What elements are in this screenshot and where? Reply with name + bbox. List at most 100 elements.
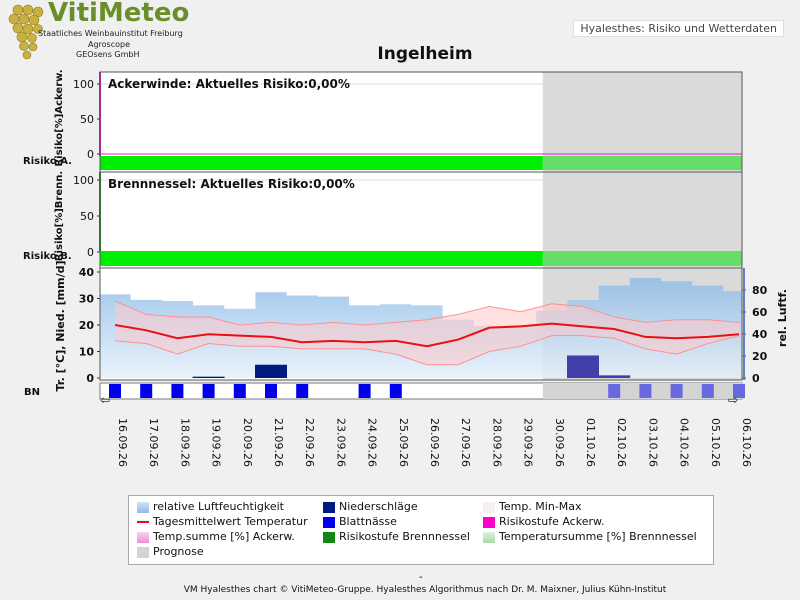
x-tick-label: 18.09.26 bbox=[178, 418, 191, 467]
y-tick-label: 0 bbox=[87, 246, 94, 259]
y-tick-label-right: 20 bbox=[752, 350, 768, 363]
legend-swatch-humidity bbox=[137, 502, 149, 513]
weather-ylabel-left: Tr. [°C], Nied. [mm/d] bbox=[54, 261, 67, 392]
x-tick-label: 17.09.26 bbox=[147, 418, 160, 467]
weather-frame bbox=[99, 267, 743, 381]
leafwet-bar bbox=[233, 384, 246, 398]
temp-range-band bbox=[115, 301, 739, 365]
hyalesthes-chart: 0 50 100 0 50 100 0 10 20 30 40 0 20 40 60 80 Ackerwind… bbox=[23, 69, 789, 467]
x-tick-label: 30.09.26 bbox=[553, 418, 566, 467]
legend-swatch-temp-mean bbox=[137, 517, 149, 528]
leafwet-bar bbox=[608, 384, 621, 398]
legend-swatch-risk-brennnessel bbox=[323, 532, 335, 543]
legend-label: Prognose bbox=[153, 545, 204, 558]
scroll-right-icon: ⇨ bbox=[728, 393, 738, 407]
x-tick-label: 19.09.26 bbox=[210, 418, 223, 467]
x-tick-label: 24.09.26 bbox=[366, 418, 379, 467]
y-tick-label-left: 10 bbox=[79, 346, 95, 359]
precip-bar bbox=[192, 376, 225, 378]
y-tick-label-left: 0 bbox=[86, 372, 94, 385]
legend-label: Niederschläge bbox=[339, 500, 418, 513]
x-tick-label: 20.09.26 bbox=[241, 418, 254, 467]
legend-swatch-forecast bbox=[137, 547, 149, 558]
y-tick-label-right: 40 bbox=[752, 328, 768, 341]
legend-label: relative Luftfeuchtigkeit bbox=[153, 500, 284, 513]
precip-bar bbox=[567, 355, 599, 378]
leafwet-bar bbox=[358, 384, 371, 398]
risk-band-observed bbox=[100, 251, 543, 266]
legend-label: Temp. Min-Max bbox=[499, 500, 582, 513]
precip-bar bbox=[598, 375, 631, 378]
x-tick-label: 05.10.26 bbox=[709, 418, 722, 467]
y-tick-label-left: 20 bbox=[79, 319, 95, 332]
brand-line-3: GEOsens GmbH bbox=[76, 50, 140, 59]
y-tick-label-right: 80 bbox=[752, 284, 768, 297]
temp-max-line bbox=[114, 300, 740, 326]
legend-swatch-risk-ackerwinde bbox=[483, 517, 495, 528]
legend-swatch-tempsum-brennnessel bbox=[483, 532, 495, 543]
legend-label: Risikostufe Brennnessel bbox=[339, 530, 470, 543]
footer-credit: VM Hyalesthes chart © VitiMeteo-Gruppe. … bbox=[183, 585, 667, 595]
brand-line-1: Staatliches Weinbauinstitut Freiburg bbox=[38, 29, 183, 38]
y-tick-label: 0 bbox=[87, 148, 94, 161]
legend-label: Tagesmittelwert Temperatur bbox=[153, 515, 308, 528]
leafwet-bar bbox=[296, 384, 309, 398]
panel-ylabel: Risiko[%]Ackerw. bbox=[54, 69, 65, 166]
legend-swatch-tempsum-ackerwinde bbox=[137, 532, 149, 543]
y-tick-label: 50 bbox=[80, 113, 94, 126]
y-tick-label-left: 40 bbox=[79, 266, 95, 279]
leafwet-bar bbox=[639, 384, 652, 398]
risk-panels bbox=[100, 83, 742, 266]
panel-title: Ackerwinde: Aktuelles Risiko:0,00% bbox=[108, 77, 350, 91]
legend-label: Blattnässe bbox=[339, 515, 397, 528]
temp-mean-line bbox=[114, 322, 740, 348]
weather-panel bbox=[99, 277, 745, 400]
leafwet-bar bbox=[265, 384, 277, 398]
leafwet-bar bbox=[701, 384, 714, 398]
y-tick-label: 50 bbox=[80, 210, 94, 223]
leafwet-bar bbox=[389, 384, 402, 398]
risk-label: Risiko A. bbox=[23, 156, 72, 167]
risk-band-forecast bbox=[542, 251, 742, 266]
panel-title: Brennnessel: Aktuelles Risiko:0,00% bbox=[108, 177, 355, 191]
bottom-mark: - bbox=[419, 572, 423, 583]
chart-legend: relative Luftfeuchtigkeit Niederschläge … bbox=[128, 495, 714, 565]
scroll-left-icon: ⇦ bbox=[100, 393, 110, 407]
x-tick-label: 22.09.26 bbox=[303, 418, 316, 467]
y-tick-label: 100 bbox=[73, 174, 94, 187]
x-tick-label: 21.09.26 bbox=[272, 418, 285, 467]
leafwet-bar bbox=[171, 384, 184, 398]
x-tick-label: 27.09.26 bbox=[459, 418, 472, 467]
legend-swatch-precip bbox=[323, 502, 335, 513]
brand-logo: VitiMeteo Staatliches Weinbauinstitut Fr… bbox=[4, 0, 204, 62]
legend-label: Risikostufe Ackerw. bbox=[499, 515, 605, 528]
y-tick-label: 100 bbox=[73, 78, 94, 91]
leafwet-bar bbox=[670, 384, 683, 398]
temp-min-line bbox=[114, 335, 740, 366]
x-tick-label: 03.10.26 bbox=[646, 418, 659, 467]
x-tick-label: 23.09.26 bbox=[334, 418, 347, 467]
x-tick-label: 25.09.26 bbox=[397, 418, 410, 467]
y-tick-label-right: 0 bbox=[752, 372, 760, 385]
legend-swatch-leafwet bbox=[323, 517, 335, 528]
bn-label: BN bbox=[24, 387, 40, 398]
x-tick-label: 06.10.26 bbox=[740, 418, 753, 467]
x-tick-label: 02.10.26 bbox=[615, 418, 628, 467]
legend-label: Temperatursumme [%] Brennnessel bbox=[499, 530, 697, 543]
axes-layer: 0 50 100 0 50 100 0 10 20 30 40 0 20 40 60 80 bbox=[73, 71, 768, 385]
x-tick-label: 29.09.26 bbox=[522, 418, 535, 467]
risk-band-observed bbox=[100, 156, 543, 170]
leafwet-bar bbox=[733, 384, 745, 398]
precip-bar bbox=[255, 364, 287, 378]
window-title: Hyalesthes: Risiko und Wetterdaten bbox=[573, 20, 784, 37]
legend-label: Temp.summe [%] Ackerw. bbox=[153, 530, 295, 543]
x-tick-label: 28.09.26 bbox=[490, 418, 503, 467]
leafwet-bar bbox=[109, 384, 121, 398]
labels-layer: Ackerwinde: Aktuelles Risiko:0,00% Risiko… bbox=[23, 69, 789, 467]
leafwet-bar bbox=[140, 384, 153, 398]
x-tick-label: 26.09.26 bbox=[428, 418, 441, 467]
brand-name: VitiMeteo bbox=[48, 0, 190, 28]
x-tick-label: 04.10.26 bbox=[678, 418, 691, 467]
y-tick-label-right: 60 bbox=[752, 306, 768, 319]
brand-line-2: Agroscope bbox=[88, 40, 131, 49]
